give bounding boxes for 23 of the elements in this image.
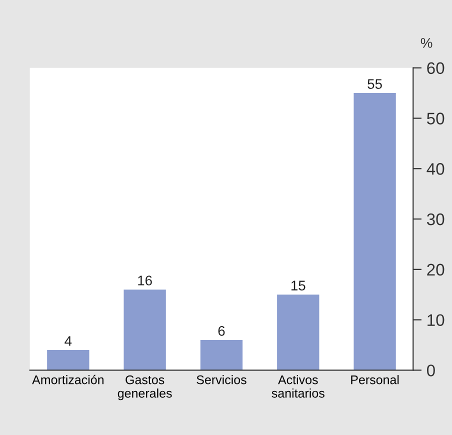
- y-tick-label: 30: [426, 213, 444, 226]
- y-axis-title: %: [420, 38, 432, 48]
- data-label: 6: [218, 326, 225, 336]
- y-tick-label: 40: [426, 163, 444, 175]
- x-tick-label: Servicios: [196, 375, 246, 384]
- bar: [200, 340, 243, 370]
- y-tick-label: 60: [427, 62, 444, 74]
- x-tick-label: Gastos generales: [118, 375, 172, 400]
- x-tick-label: Amortización: [32, 374, 104, 384]
- x-tick-label: Personal: [351, 375, 399, 384]
- y-tick-label: 50: [426, 112, 444, 124]
- bar: [47, 350, 90, 370]
- x-tick-label: Activos sanitarios: [272, 375, 324, 398]
- bar: [277, 294, 320, 370]
- data-label: 15: [291, 280, 306, 290]
- y-tick-label: 0: [426, 364, 435, 376]
- data-label: 16: [138, 276, 152, 286]
- bar: [124, 290, 166, 370]
- y-tick-label: 10: [428, 314, 444, 326]
- bar: [354, 93, 396, 370]
- data-label: 55: [368, 79, 382, 89]
- data-label: 4: [64, 336, 72, 346]
- y-tick-label: 20: [427, 264, 444, 276]
